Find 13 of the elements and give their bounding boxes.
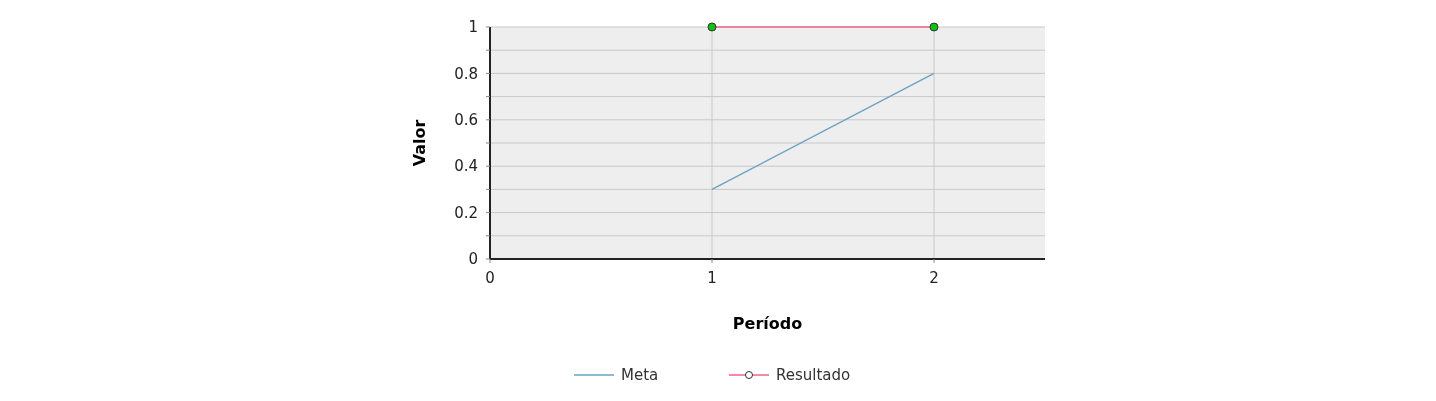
y-tick-label: 0.2 [454,203,478,222]
y-tick-label: 0.8 [454,64,478,83]
y-tick-label: 0.4 [454,157,478,176]
legend-label: Meta [621,366,659,385]
x-axis-title: Período [732,314,803,333]
x-tick-label: 1 [707,269,717,287]
y-tick-label: 1 [468,18,478,37]
y-tick-label: 0 [468,250,478,269]
x-tick-label: 0 [485,269,495,287]
x-tick-label: 2 [929,269,939,287]
y-tick-label: 0.6 [454,111,478,130]
legend-label: Resultado [776,366,851,385]
y-axis-title: Valor [410,119,429,167]
